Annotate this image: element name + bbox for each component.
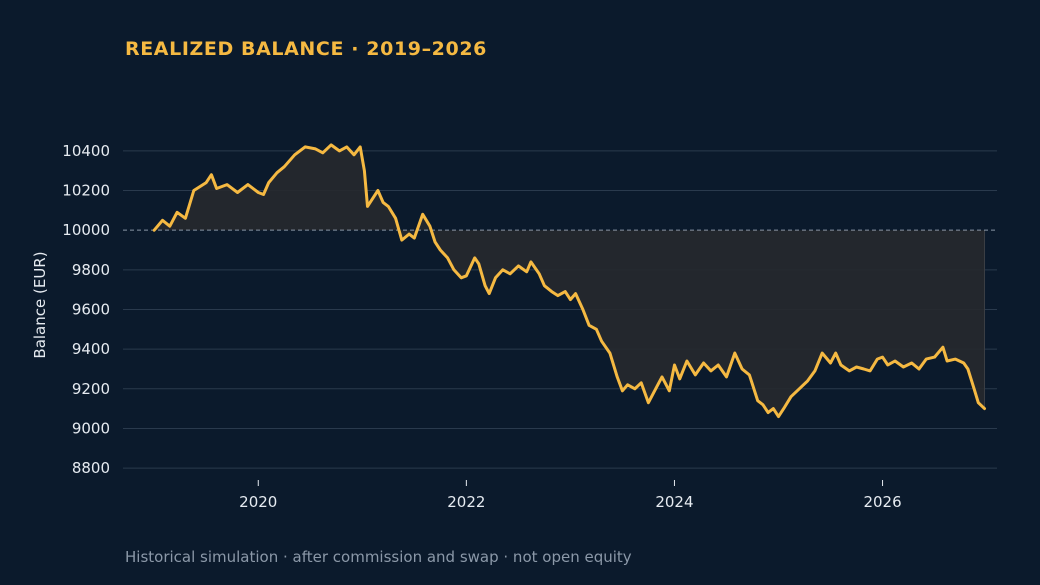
x-tick-label: 2022 [447,493,485,511]
deviation-fill [154,144,986,417]
y-tick-label: 10400 [62,142,110,160]
y-tick-label: 9600 [72,300,110,318]
balance-series [152,143,986,419]
footnote: Historical simulation · after commission… [125,548,632,566]
x-tick-label: 2020 [239,493,277,511]
y-tick-label: 8800 [72,459,110,477]
y-tick-label: 9800 [72,261,110,279]
y-axis-label: Balance (EUR) [31,251,49,358]
chart-title: REALIZED BALANCE · 2019–2026 [125,38,487,60]
y-tick-labels: 8800 9000 9200 9400 9600 9800 10000 10200 10400 [62,142,110,477]
x-tick-label: 2026 [863,493,901,511]
y-tick-label: 10000 [62,221,110,239]
x-tick-label: 2024 [655,493,693,511]
y-tick-label: 9200 [72,380,110,398]
balance-line [152,143,986,419]
y-tick-label: 10200 [62,182,110,200]
x-tick-labels: 2020 2022 2024 2026 [239,480,902,511]
deviation-area [154,144,985,417]
y-tick-label: 9400 [72,340,110,358]
y-tick-label: 9000 [72,419,110,437]
